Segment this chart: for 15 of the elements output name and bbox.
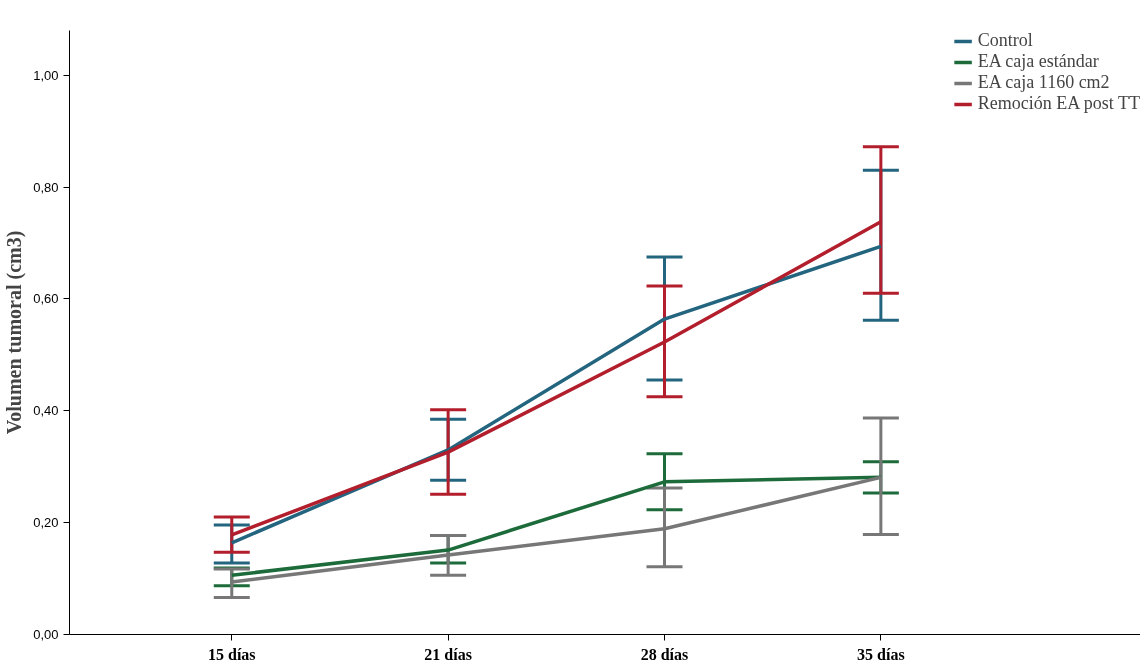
y-tick-label: 0,60	[33, 291, 59, 307]
x-tick-label: 35 días	[857, 645, 905, 663]
x-tick-label: 21 días	[424, 645, 472, 663]
y-tick-label: 1,00	[33, 67, 59, 83]
legend-label: Control	[977, 30, 1033, 51]
y-tick-label: 0,40	[33, 403, 59, 419]
legend-label: EA caja estándar	[977, 51, 1099, 72]
legend-label: Remoción EA post TT	[977, 93, 1140, 114]
x-tick-label: 28 días	[640, 645, 689, 663]
y-tick-label: 0,80	[33, 179, 59, 195]
y-tick-label: 0,20	[33, 515, 59, 531]
legend-label: EA caja 1160 cm2	[977, 72, 1110, 93]
y-tick-label: 0,00	[33, 627, 59, 642]
x-tick-label: 15 días	[207, 645, 256, 663]
y-axis-title: Volumen tumoral (cm3)	[3, 230, 27, 435]
